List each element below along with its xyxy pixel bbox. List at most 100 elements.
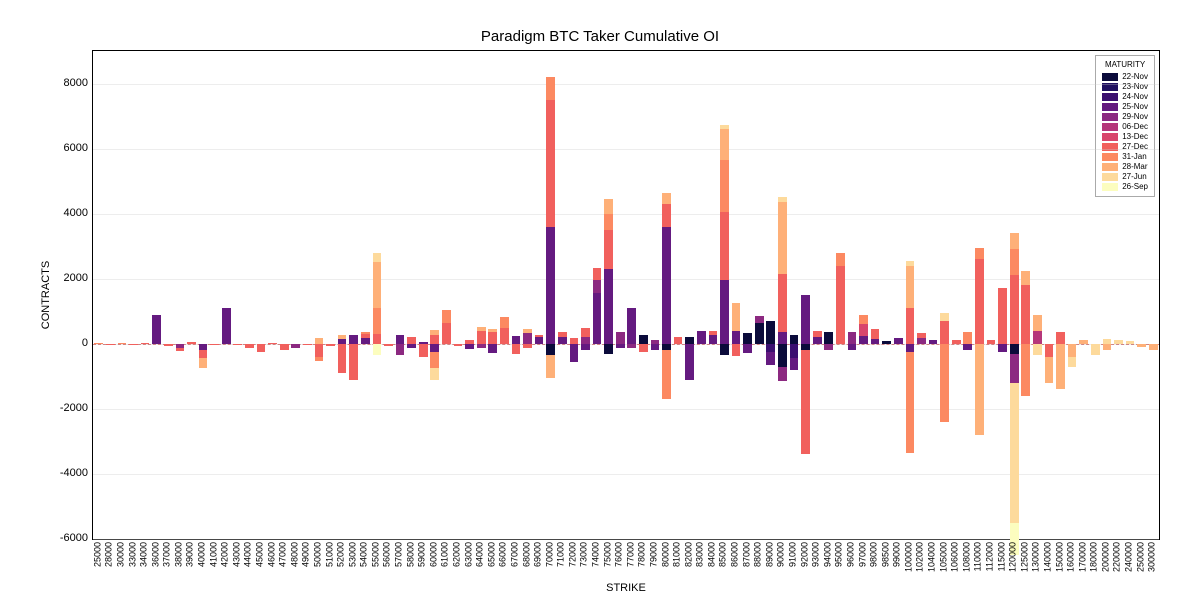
bar-segment <box>963 332 972 343</box>
x-tick-label: 65000 <box>487 542 496 567</box>
bar-segment <box>523 344 532 348</box>
bar-segment <box>604 214 613 230</box>
x-tick-label: 99000 <box>893 542 902 567</box>
bar-segment <box>570 344 579 362</box>
bar-column <box>720 51 729 539</box>
x-tick-label: 240000 <box>1125 542 1134 572</box>
bar-segment <box>871 329 880 339</box>
bar-segment <box>396 335 405 344</box>
bar-column <box>164 51 173 539</box>
bar-column <box>813 51 822 539</box>
bar-column <box>512 51 521 539</box>
x-tick-label: 36000 <box>151 542 160 567</box>
x-tick-label: 180000 <box>1090 542 1099 572</box>
bar-column <box>396 51 405 539</box>
bar-segment <box>373 344 382 355</box>
bar-segment <box>627 344 636 348</box>
bar-segment <box>662 350 671 399</box>
x-tick-label: 125000 <box>1020 542 1029 572</box>
x-tick-label: 57000 <box>395 542 404 567</box>
bar-segment <box>720 129 729 160</box>
bar-segment <box>848 332 857 343</box>
x-tick-label: 47000 <box>279 542 288 567</box>
bar-segment <box>674 337 683 344</box>
bar-column <box>1068 51 1077 539</box>
bar-column <box>963 51 972 539</box>
bar-segment <box>546 344 555 355</box>
bar-column <box>384 51 393 539</box>
bar-segment <box>906 308 915 344</box>
bar-segment <box>523 329 532 333</box>
bar-column <box>315 51 324 539</box>
x-tick-label: 96000 <box>846 542 855 567</box>
bar-segment <box>465 340 474 344</box>
x-tick-label: 82000 <box>684 542 693 567</box>
x-tick-label: 300000 <box>1148 542 1157 572</box>
x-tick-label: 83000 <box>696 542 705 567</box>
bar-column <box>732 51 741 539</box>
x-tick-label: 49000 <box>302 542 311 567</box>
bar-segment <box>535 335 544 337</box>
bar-segment <box>1010 249 1019 275</box>
x-tick-label: 87000 <box>742 542 751 567</box>
x-tick-label: 55000 <box>371 542 380 567</box>
bar-segment <box>94 343 103 344</box>
bar-column <box>790 51 799 539</box>
bar-segment <box>593 293 602 343</box>
bar-segment <box>697 331 706 344</box>
x-tick-label: 250000 <box>1136 542 1145 572</box>
bar-segment <box>558 337 567 344</box>
bar-column <box>442 51 451 539</box>
bar-column <box>929 51 938 539</box>
bar-segment <box>1056 332 1065 343</box>
bar-segment <box>1021 271 1030 286</box>
x-tick-label: 97000 <box>858 542 867 567</box>
bar-segment <box>210 344 219 345</box>
bar-segment <box>373 334 382 344</box>
bar-segment <box>940 321 949 344</box>
x-tick-label: 40000 <box>198 542 207 567</box>
x-tick-label: 130000 <box>1032 542 1041 572</box>
x-tick-label: 95000 <box>835 542 844 567</box>
bar-segment <box>361 334 370 338</box>
bar-segment <box>975 344 984 435</box>
x-tick-label: 84000 <box>707 542 716 567</box>
bar-column <box>651 51 660 539</box>
bar-segment <box>349 344 358 380</box>
bar-column <box>546 51 555 539</box>
bar-segment <box>1021 344 1030 396</box>
bar-column <box>906 51 915 539</box>
bar-segment <box>616 332 625 343</box>
bar-segment <box>604 269 613 344</box>
bar-column <box>1045 51 1054 539</box>
x-tick-label: 60000 <box>429 542 438 567</box>
x-tick-label: 105000 <box>939 542 948 572</box>
bar-segment <box>604 230 613 269</box>
bar-segment <box>1126 341 1135 344</box>
bar-segment <box>732 331 741 344</box>
bar-segment <box>906 266 915 308</box>
x-tick-label: 61000 <box>441 542 450 567</box>
bar-segment <box>917 333 926 338</box>
bar-column <box>303 51 312 539</box>
chart-title: Paradigm BTC Taker Cumulative OI <box>0 28 1200 45</box>
bar-column <box>766 51 775 539</box>
bar-segment <box>1010 383 1019 523</box>
bar-column <box>1056 51 1065 539</box>
bar-column <box>338 51 347 539</box>
bar-segment <box>940 344 949 422</box>
x-tick-label: 67000 <box>510 542 519 567</box>
bar-column <box>326 51 335 539</box>
bar-column <box>894 51 903 539</box>
bar-segment <box>500 328 509 344</box>
bar-column <box>662 51 671 539</box>
bar-column <box>118 51 127 539</box>
x-tick-label: 112000 <box>985 542 994 571</box>
x-tick-label: 71000 <box>557 542 566 567</box>
x-tick-label: 78000 <box>638 542 647 567</box>
bar-segment <box>523 333 532 343</box>
bar-segment <box>465 344 474 349</box>
bar-segment <box>454 344 463 346</box>
bar-segment <box>963 344 972 350</box>
bar-segment <box>929 340 938 344</box>
